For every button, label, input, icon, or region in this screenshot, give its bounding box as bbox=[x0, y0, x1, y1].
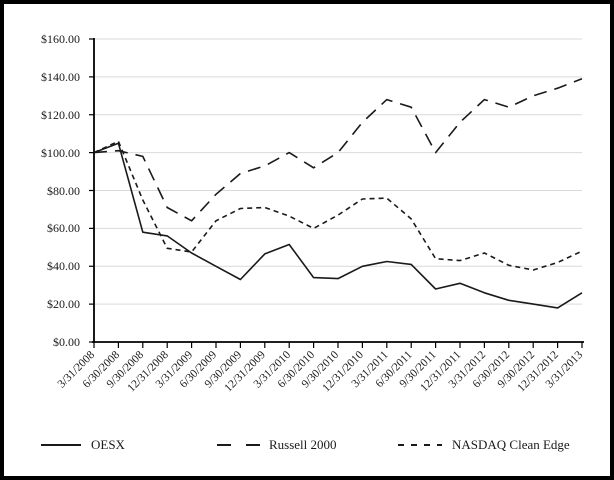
legend-item-russell-2000: Russell 2000 bbox=[216, 437, 337, 453]
legend-label-oesx: OESX bbox=[91, 437, 125, 452]
series-line-oesx bbox=[93, 142, 583, 309]
oesx-line-sample bbox=[41, 444, 81, 446]
y-axis-label: $40.00 bbox=[47, 259, 80, 274]
y-axis-label: $60.00 bbox=[47, 221, 80, 236]
y-axis-label: $100.00 bbox=[41, 145, 80, 160]
y-axis-label: $140.00 bbox=[41, 69, 80, 84]
legend-label-russell-2000: Russell 2000 bbox=[269, 437, 337, 452]
legend-label-nasdaq-clean-edge: NASDAQ Clean Edge bbox=[452, 437, 570, 452]
legend-item-oesx: OESX bbox=[40, 437, 125, 453]
y-axis-label: $20.00 bbox=[47, 297, 80, 312]
series-line-russell-2000 bbox=[93, 78, 583, 222]
y-axis-label: $80.00 bbox=[47, 183, 80, 198]
y-axis-label: $0.00 bbox=[53, 335, 80, 349]
plot-area bbox=[89, 38, 584, 348]
y-axis-label: $120.00 bbox=[41, 107, 80, 122]
series-line-nasdaq-clean-edge bbox=[93, 140, 583, 271]
russell-2000-line-sample bbox=[217, 444, 260, 446]
nasdaq-clean-edge-line-sample bbox=[398, 444, 442, 446]
legend-item-nasdaq-clean-edge: NASDAQ Clean Edge bbox=[397, 437, 570, 453]
y-axis-label: $160.00 bbox=[41, 32, 80, 46]
